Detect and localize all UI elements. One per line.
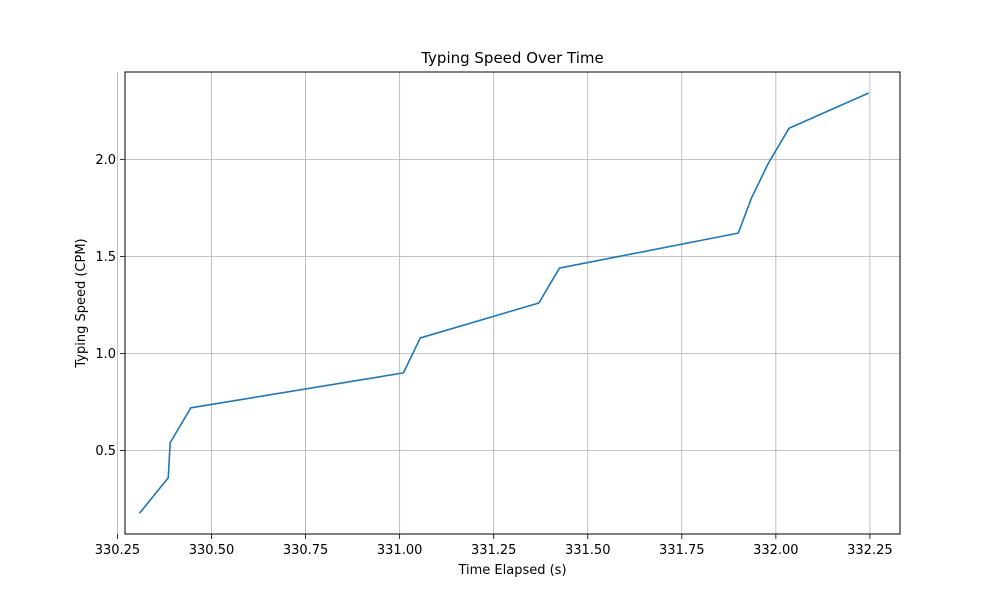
x-tick-label: 330.75 xyxy=(283,543,329,558)
y-tick-label: 1.5 xyxy=(95,250,116,265)
y-tick-label: 0.5 xyxy=(95,444,116,459)
chart-title: Typing Speed Over Time xyxy=(420,49,604,67)
x-axis-ticks: 330.25 330.50 330.75 331.00 331.25 331.50 331.… xyxy=(95,534,893,558)
plot-frame xyxy=(124,71,901,535)
x-axis-label: Time Elapsed (s) xyxy=(457,563,566,578)
x-tick-label: 330.25 xyxy=(95,543,141,558)
series-layer xyxy=(138,92,870,514)
x-tick-label: 332.25 xyxy=(847,543,893,558)
y-axis-label: Typing Speed (CPM) xyxy=(74,238,89,368)
y-axis-ticks: 0.5 1.0 1.5 2.0 xyxy=(95,153,125,459)
x-tick-label: 331.75 xyxy=(659,543,705,558)
x-tick-label: 330.50 xyxy=(189,543,235,558)
x-tick-label: 331.25 xyxy=(471,543,517,558)
x-tick-label: 331.50 xyxy=(565,543,611,558)
y-tick-label: 1.0 xyxy=(95,347,116,362)
x-tick-label: 331.00 xyxy=(377,543,423,558)
y-tick-label: 2.0 xyxy=(95,153,116,168)
series-line xyxy=(138,92,870,514)
x-tick-label: 332.00 xyxy=(753,543,799,558)
